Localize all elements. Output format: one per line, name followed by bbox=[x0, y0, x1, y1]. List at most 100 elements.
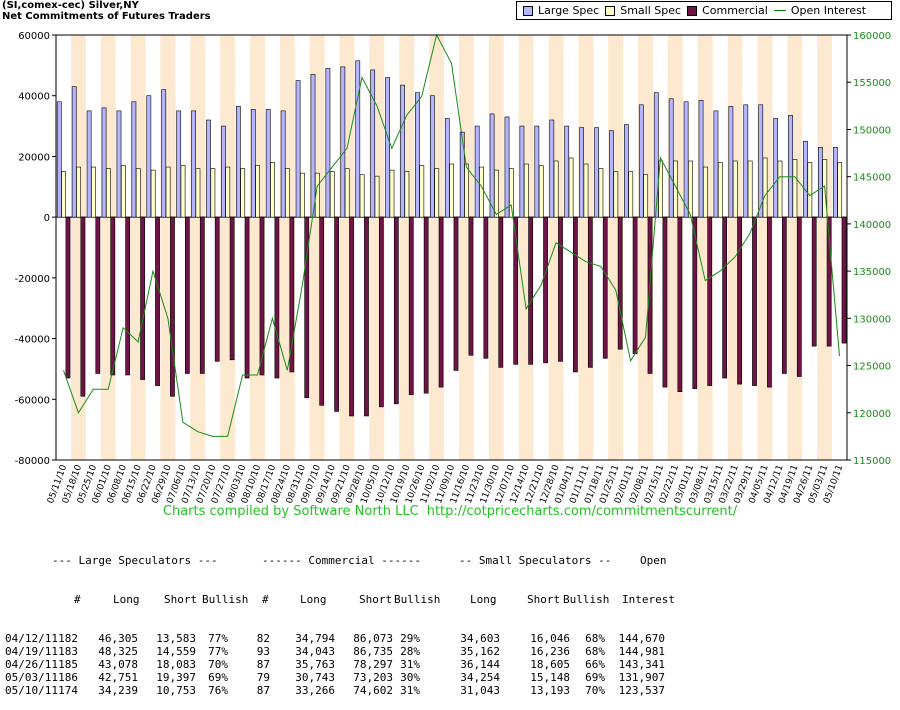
table-header-cell: Long bbox=[300, 593, 327, 606]
large-spec-bar bbox=[146, 95, 152, 218]
commercial-bar bbox=[722, 216, 728, 379]
large-spec-bar bbox=[444, 118, 450, 218]
large-spec-bar bbox=[519, 125, 525, 218]
table-cell: 34,239 bbox=[98, 684, 138, 697]
commercial-bar bbox=[826, 216, 832, 347]
table-row: 04/26/11 185 43,078 18,083 70% 87 35,763 78,297… bbox=[0, 658, 900, 671]
table-cell: 34,254 bbox=[460, 671, 500, 684]
table-cell: 144,670 bbox=[618, 632, 665, 645]
table-cell: 15,148 bbox=[530, 671, 570, 684]
table-cell: 77% bbox=[208, 645, 228, 658]
table-header-cell: Long bbox=[470, 593, 497, 606]
table-cell: 182 bbox=[58, 632, 78, 645]
table-cell: 18,083 bbox=[156, 658, 196, 671]
large-spec-bar bbox=[250, 109, 256, 218]
table-cell: 66% bbox=[585, 658, 605, 671]
group-small-spec: -- Small Speculators -- bbox=[459, 554, 612, 567]
table-cell: 143,341 bbox=[618, 658, 665, 671]
small-spec-bar bbox=[419, 165, 425, 218]
table-cell: 144,981 bbox=[618, 645, 665, 658]
table-row: 05/03/11 186 42,751 19,397 69% 79 30,743 73,203… bbox=[0, 671, 900, 684]
large-spec-bar bbox=[788, 115, 793, 218]
small-spec-bar bbox=[508, 168, 514, 218]
commercial-bar bbox=[229, 216, 235, 361]
table-cell: 77% bbox=[208, 632, 228, 645]
table-row: 04/12/11 182 46,305 13,583 77% 82 34,794 86,073… bbox=[0, 632, 900, 645]
table-row: 04/19/11 183 48,325 14,559 77% 93 34,043 86,735… bbox=[0, 645, 900, 658]
commercial-bar bbox=[319, 216, 325, 406]
table-cell: 131,907 bbox=[618, 671, 665, 684]
commercial-bar bbox=[393, 216, 399, 405]
small-spec-bar bbox=[210, 168, 216, 218]
large-spec-bar bbox=[385, 77, 390, 218]
band bbox=[817, 35, 833, 460]
table-cell: 16,236 bbox=[530, 645, 570, 658]
table-cell: 78,297 bbox=[353, 658, 393, 671]
large-spec-bar bbox=[310, 74, 316, 218]
commercial-bar bbox=[483, 216, 489, 359]
group-commercial: ------ Commercial ------ bbox=[262, 554, 421, 567]
small-spec-bar bbox=[553, 160, 559, 218]
large-spec-bar bbox=[504, 116, 510, 218]
table-cell: 30,743 bbox=[295, 671, 335, 684]
small-spec-bar bbox=[583, 163, 589, 218]
table-cell: 34,603 bbox=[460, 632, 500, 645]
small-spec-bar bbox=[329, 171, 335, 218]
commercial-bar bbox=[737, 216, 742, 385]
commercial-bar bbox=[334, 216, 339, 412]
table-cell: 46,305 bbox=[98, 632, 138, 645]
large-spec-bar bbox=[668, 98, 674, 218]
credit-url[interactable]: http://cotpricecharts.com/commitmentscur… bbox=[426, 504, 738, 519]
large-spec-bar bbox=[235, 106, 241, 218]
right-tick-label: 160000 bbox=[853, 31, 891, 42]
table-cell: 04/26/11 bbox=[5, 658, 58, 671]
commercial-bar bbox=[155, 216, 160, 386]
commercial-bar bbox=[304, 216, 310, 399]
left-tick-label: 60000 bbox=[18, 31, 50, 42]
large-spec-bar bbox=[758, 104, 764, 218]
commercial-swatch bbox=[687, 5, 698, 16]
legend-item-open-interest: Open Interest bbox=[773, 4, 866, 17]
commercial-bar bbox=[811, 216, 817, 347]
small-spec-bar bbox=[180, 165, 186, 218]
table-cell: 174 bbox=[58, 684, 78, 697]
left-tick-label: -20000 bbox=[15, 274, 50, 285]
open-interest-swatch bbox=[773, 10, 786, 11]
table-cell: 14,559 bbox=[156, 645, 196, 658]
large-spec-bar bbox=[713, 110, 719, 218]
large-spec-bar bbox=[340, 66, 346, 218]
small-spec-bar bbox=[344, 168, 350, 218]
commercial-bar bbox=[841, 216, 847, 344]
left-tick-label: -60000 bbox=[15, 395, 50, 406]
small-spec-bar bbox=[404, 171, 410, 218]
table-cell: 69% bbox=[208, 671, 228, 684]
right-tick-label: 115000 bbox=[853, 456, 891, 467]
left-tick-label: 40000 bbox=[18, 92, 50, 103]
table-header-cell: Interest bbox=[622, 593, 675, 606]
large-spec-bar bbox=[594, 127, 599, 218]
large-spec-bar bbox=[609, 130, 614, 218]
commercial-bar bbox=[140, 216, 145, 380]
commercial-bar bbox=[199, 216, 205, 374]
table-cell: 70% bbox=[585, 684, 605, 697]
small-spec-bar bbox=[76, 166, 81, 218]
table-cell: 86,735 bbox=[353, 645, 393, 658]
table-cell: 74,602 bbox=[353, 684, 393, 697]
commitments-table: --- Large Speculators --- ------ Commerc… bbox=[0, 528, 900, 710]
chart-title: (SI,comex-cec) Silver,NY bbox=[2, 0, 139, 11]
table-cell: 36,144 bbox=[460, 658, 500, 671]
commercial-bar bbox=[125, 216, 131, 376]
small-spec-bar bbox=[314, 172, 320, 218]
commercial-bar bbox=[543, 216, 548, 364]
right-tick-label: 140000 bbox=[853, 220, 891, 231]
small-spec-bar bbox=[732, 160, 738, 218]
open-interest-line bbox=[63, 33, 840, 437]
large-spec-bar bbox=[56, 101, 62, 218]
small-spec-bar bbox=[135, 168, 141, 218]
large-spec-bar bbox=[534, 125, 540, 218]
table-cell: 70% bbox=[208, 658, 228, 671]
large-spec-bar bbox=[564, 125, 570, 218]
legend-label: Commercial bbox=[702, 4, 768, 17]
table-cell: 43,078 bbox=[98, 658, 138, 671]
small-spec-bar bbox=[777, 160, 783, 218]
